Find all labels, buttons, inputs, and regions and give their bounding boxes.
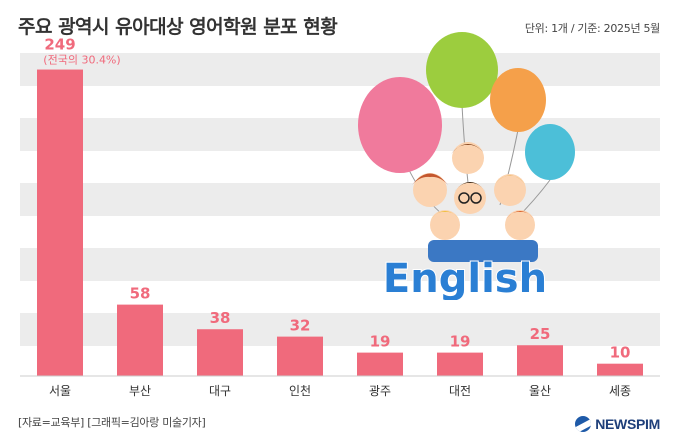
brand-name: NEWSPIM — [595, 416, 660, 432]
value-label: 25 — [530, 325, 551, 343]
background-band — [20, 313, 660, 346]
value-label: 19 — [370, 333, 391, 351]
x-tick-label: 서울 — [49, 384, 71, 398]
chart-title: 주요 광역시 유아대상 영어학원 분포 현황 — [18, 16, 338, 38]
x-tick-label: 울산 — [529, 384, 551, 398]
brand-logo: NEWSPIM — [575, 416, 660, 432]
unit-note: 단위: 1개 / 기준: 2025년 5월 — [524, 22, 660, 35]
x-tick-label: 대구 — [209, 384, 231, 398]
value-label: 249 — [44, 36, 75, 54]
background-band — [20, 183, 660, 216]
bar-대전 — [437, 352, 483, 376]
x-tick-label: 부산 — [129, 384, 151, 398]
bar-서울 — [37, 69, 83, 377]
background-band — [20, 53, 660, 86]
kid-face — [454, 182, 486, 214]
kid-face — [413, 173, 447, 207]
x-tick-label: 인천 — [289, 383, 311, 398]
bar-세종 — [597, 363, 643, 376]
bar-인천 — [277, 336, 323, 376]
bar-대구 — [197, 329, 243, 376]
bar-울산 — [517, 345, 563, 376]
orange-balloon — [490, 68, 546, 132]
kids-balloons-illustration: English — [358, 32, 575, 300]
green-balloon — [426, 32, 498, 108]
bars — [37, 69, 643, 377]
bar-광주 — [357, 352, 403, 376]
pink-balloon — [358, 77, 442, 173]
x-tick-label: 대전 — [449, 384, 471, 398]
x-tick-label: 세종 — [609, 384, 631, 398]
background-bands — [20, 53, 660, 346]
value-label: 58 — [130, 285, 151, 303]
source-note: [자료=교육부] [그래픽=김아랑 미술기자] — [18, 416, 206, 429]
bar-부산 — [117, 304, 163, 376]
value-label: 19 — [450, 333, 471, 351]
kid-face — [505, 210, 535, 240]
kid-face — [452, 142, 484, 174]
value-label: 38 — [210, 309, 231, 327]
value-label: 32 — [290, 317, 311, 335]
x-tick-labels: 서울 부산 대구 인천 광주 대전 울산 세종 — [49, 383, 631, 398]
english-word: English — [383, 256, 547, 300]
kid-face — [430, 210, 460, 240]
value-labels: 249(전국의 30.4%) 58 38 32 19 19 25 10 — [43, 36, 630, 362]
background-band — [20, 248, 660, 281]
newspim-logo-icon — [575, 416, 592, 432]
value-label: 10 — [610, 344, 631, 362]
x-tick-label: 광주 — [369, 384, 391, 398]
blue-balloon — [525, 124, 575, 180]
kid-face — [494, 174, 526, 206]
share-annotation: (전국의 30.4%) — [43, 54, 120, 67]
